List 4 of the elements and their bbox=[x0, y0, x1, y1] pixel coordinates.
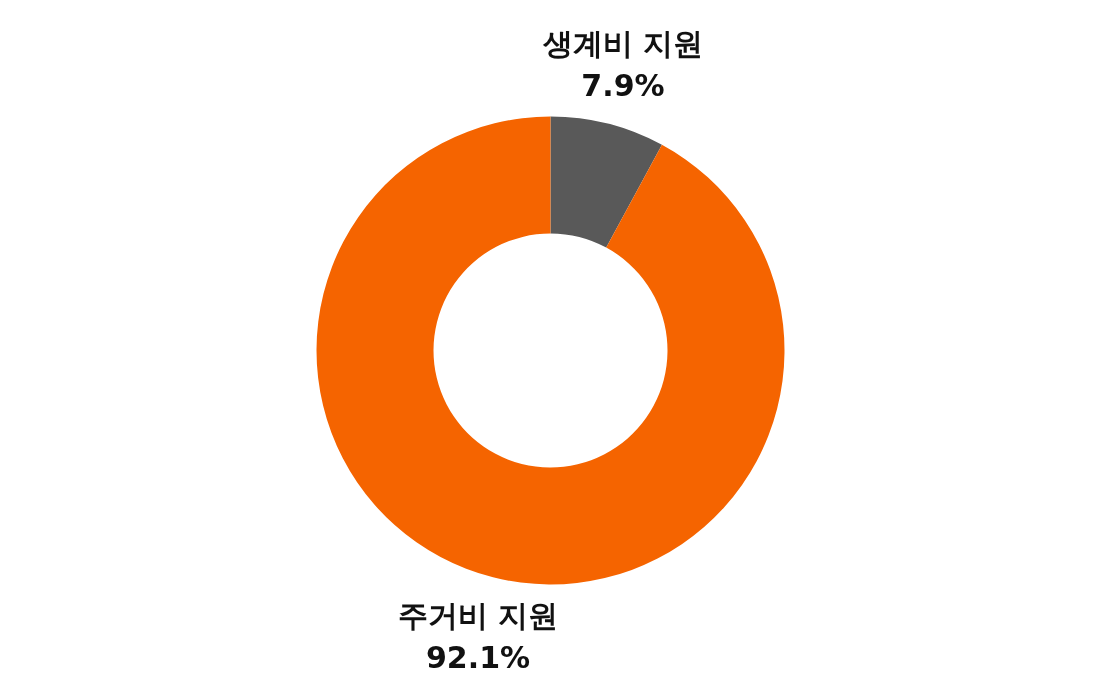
slice-label: 생계비 지원 bbox=[541, 26, 704, 62]
data-label: 7.9% bbox=[581, 68, 665, 104]
data-label: 92.1% bbox=[426, 639, 531, 675]
slice-label: 주거비 지원 bbox=[397, 597, 559, 633]
